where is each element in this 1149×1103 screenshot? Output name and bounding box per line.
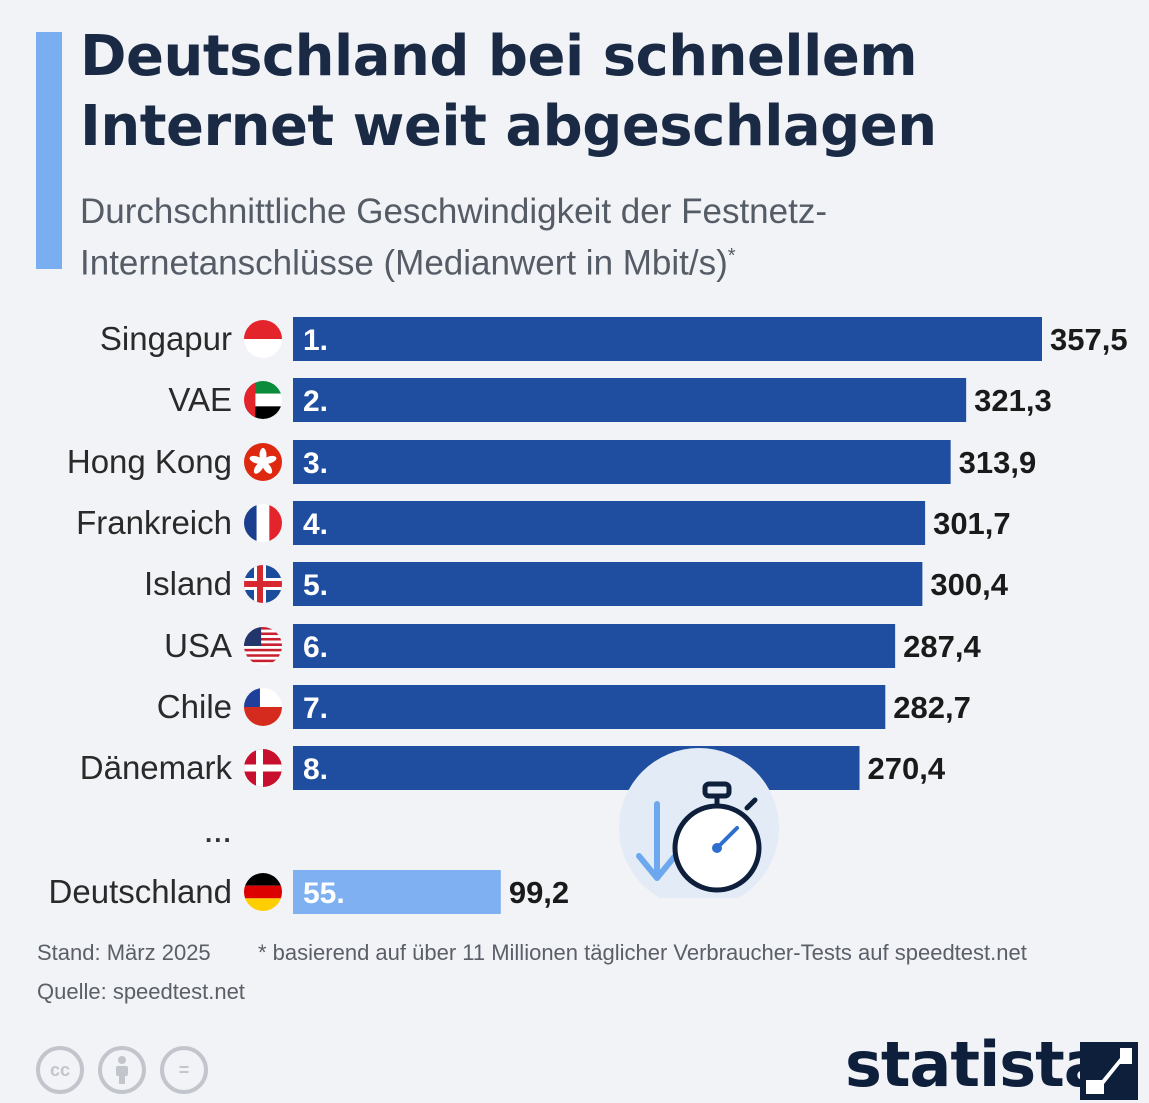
cc-icon[interactable]: cc (36, 1046, 84, 1094)
value-label-5: 287,4 (903, 629, 981, 664)
subtitle-line-2: Internetanschlüsse (Medianwert in Mbit/s… (80, 234, 1130, 286)
rank-label-4: 5. (303, 569, 328, 602)
flag-france-icon (244, 504, 282, 542)
flag-denmark-icon (244, 749, 282, 787)
bar-8 (293, 870, 501, 914)
value-label-2: 313,9 (959, 445, 1037, 480)
flag-germany-icon (244, 873, 282, 911)
rank-label-2: 3. (303, 447, 328, 480)
title-line-1: Deutschland bei schnellem (80, 24, 918, 89)
flag-hong-kong-icon (244, 443, 282, 481)
bar-0 (293, 317, 1042, 361)
bar-chart: 1. 357,5 Singapur 2. 321,3 VAE 3. 313,9 Hong Kon… (49, 317, 1128, 914)
country-label-1: VAE (168, 381, 232, 418)
rank-label-1: 2. (303, 385, 328, 418)
country-label-3: Frankreich (76, 504, 232, 541)
title-line-2: Internet weit abgeschlagen (80, 94, 937, 159)
subtitle-line-2-text: Internetanschlüsse (Medianwert in Mbit/s… (80, 243, 728, 283)
country-label-2: Hong Kong (67, 443, 232, 480)
value-label-0: 357,5 (1050, 322, 1128, 357)
footnote: * basierend auf über 11 Millionen täglic… (258, 940, 1027, 965)
statista-logo-text[interactable]: statista (845, 1028, 1106, 1101)
statista-logo-icon (1080, 1042, 1138, 1100)
stopwatch-icon (619, 748, 779, 898)
bar-4 (293, 562, 923, 606)
bar-1 (293, 378, 967, 422)
flag-usa-icon (244, 627, 282, 665)
chart-title: Deutschland bei schnellem Internet weit … (80, 22, 1130, 162)
rank-label-8: 55. (303, 877, 345, 910)
value-label-4: 300,4 (930, 567, 1008, 602)
value-label-7: 270,4 (868, 751, 946, 786)
rank-label-7: 8. (303, 753, 328, 786)
country-label-6: Chile (157, 688, 232, 725)
accent-bar (36, 32, 62, 269)
rank-label-0: 1. (303, 324, 328, 357)
bar-6 (293, 685, 886, 729)
subtitle-line-1: Durchschnittliche Geschwindigkeit der Fe… (80, 192, 827, 231)
rank-label-5: 6. (303, 631, 328, 664)
country-label-0: Singapur (100, 320, 232, 357)
attribution-icon[interactable] (98, 1046, 146, 1094)
flag-chile-icon (244, 688, 282, 726)
country-label-5: USA (164, 627, 232, 664)
value-label-8: 99,2 (509, 875, 569, 910)
no-derivatives-icon[interactable]: = (160, 1046, 208, 1094)
flag-singapore-icon (244, 320, 282, 358)
bar-3 (293, 501, 926, 545)
license-icons: cc = (36, 1046, 208, 1094)
bar-2 (293, 440, 951, 484)
chart-subtitle: Durchschnittliche Geschwindigkeit der Fe… (80, 190, 1130, 286)
bar-5 (293, 624, 896, 668)
source-note: Quelle: speedtest.net (37, 979, 245, 1004)
rank-label-3: 4. (303, 508, 328, 541)
flag-iceland-icon (244, 565, 282, 603)
subtitle-footnote-mark: * (727, 245, 736, 267)
rank-label-6: 7. (303, 692, 328, 725)
bar-7 (293, 746, 860, 790)
country-label-7: Dänemark (80, 749, 233, 786)
country-label-4: Island (144, 565, 232, 602)
value-label-6: 282,7 (893, 690, 971, 725)
date-note: Stand: März 2025 (37, 940, 211, 965)
value-label-3: 301,7 (933, 506, 1011, 541)
ranking-gap-ellipsis: ... (205, 818, 233, 848)
country-label-8: Deutschland (49, 873, 232, 910)
value-label-1: 321,3 (974, 383, 1052, 418)
flag-uae-icon (244, 381, 282, 419)
